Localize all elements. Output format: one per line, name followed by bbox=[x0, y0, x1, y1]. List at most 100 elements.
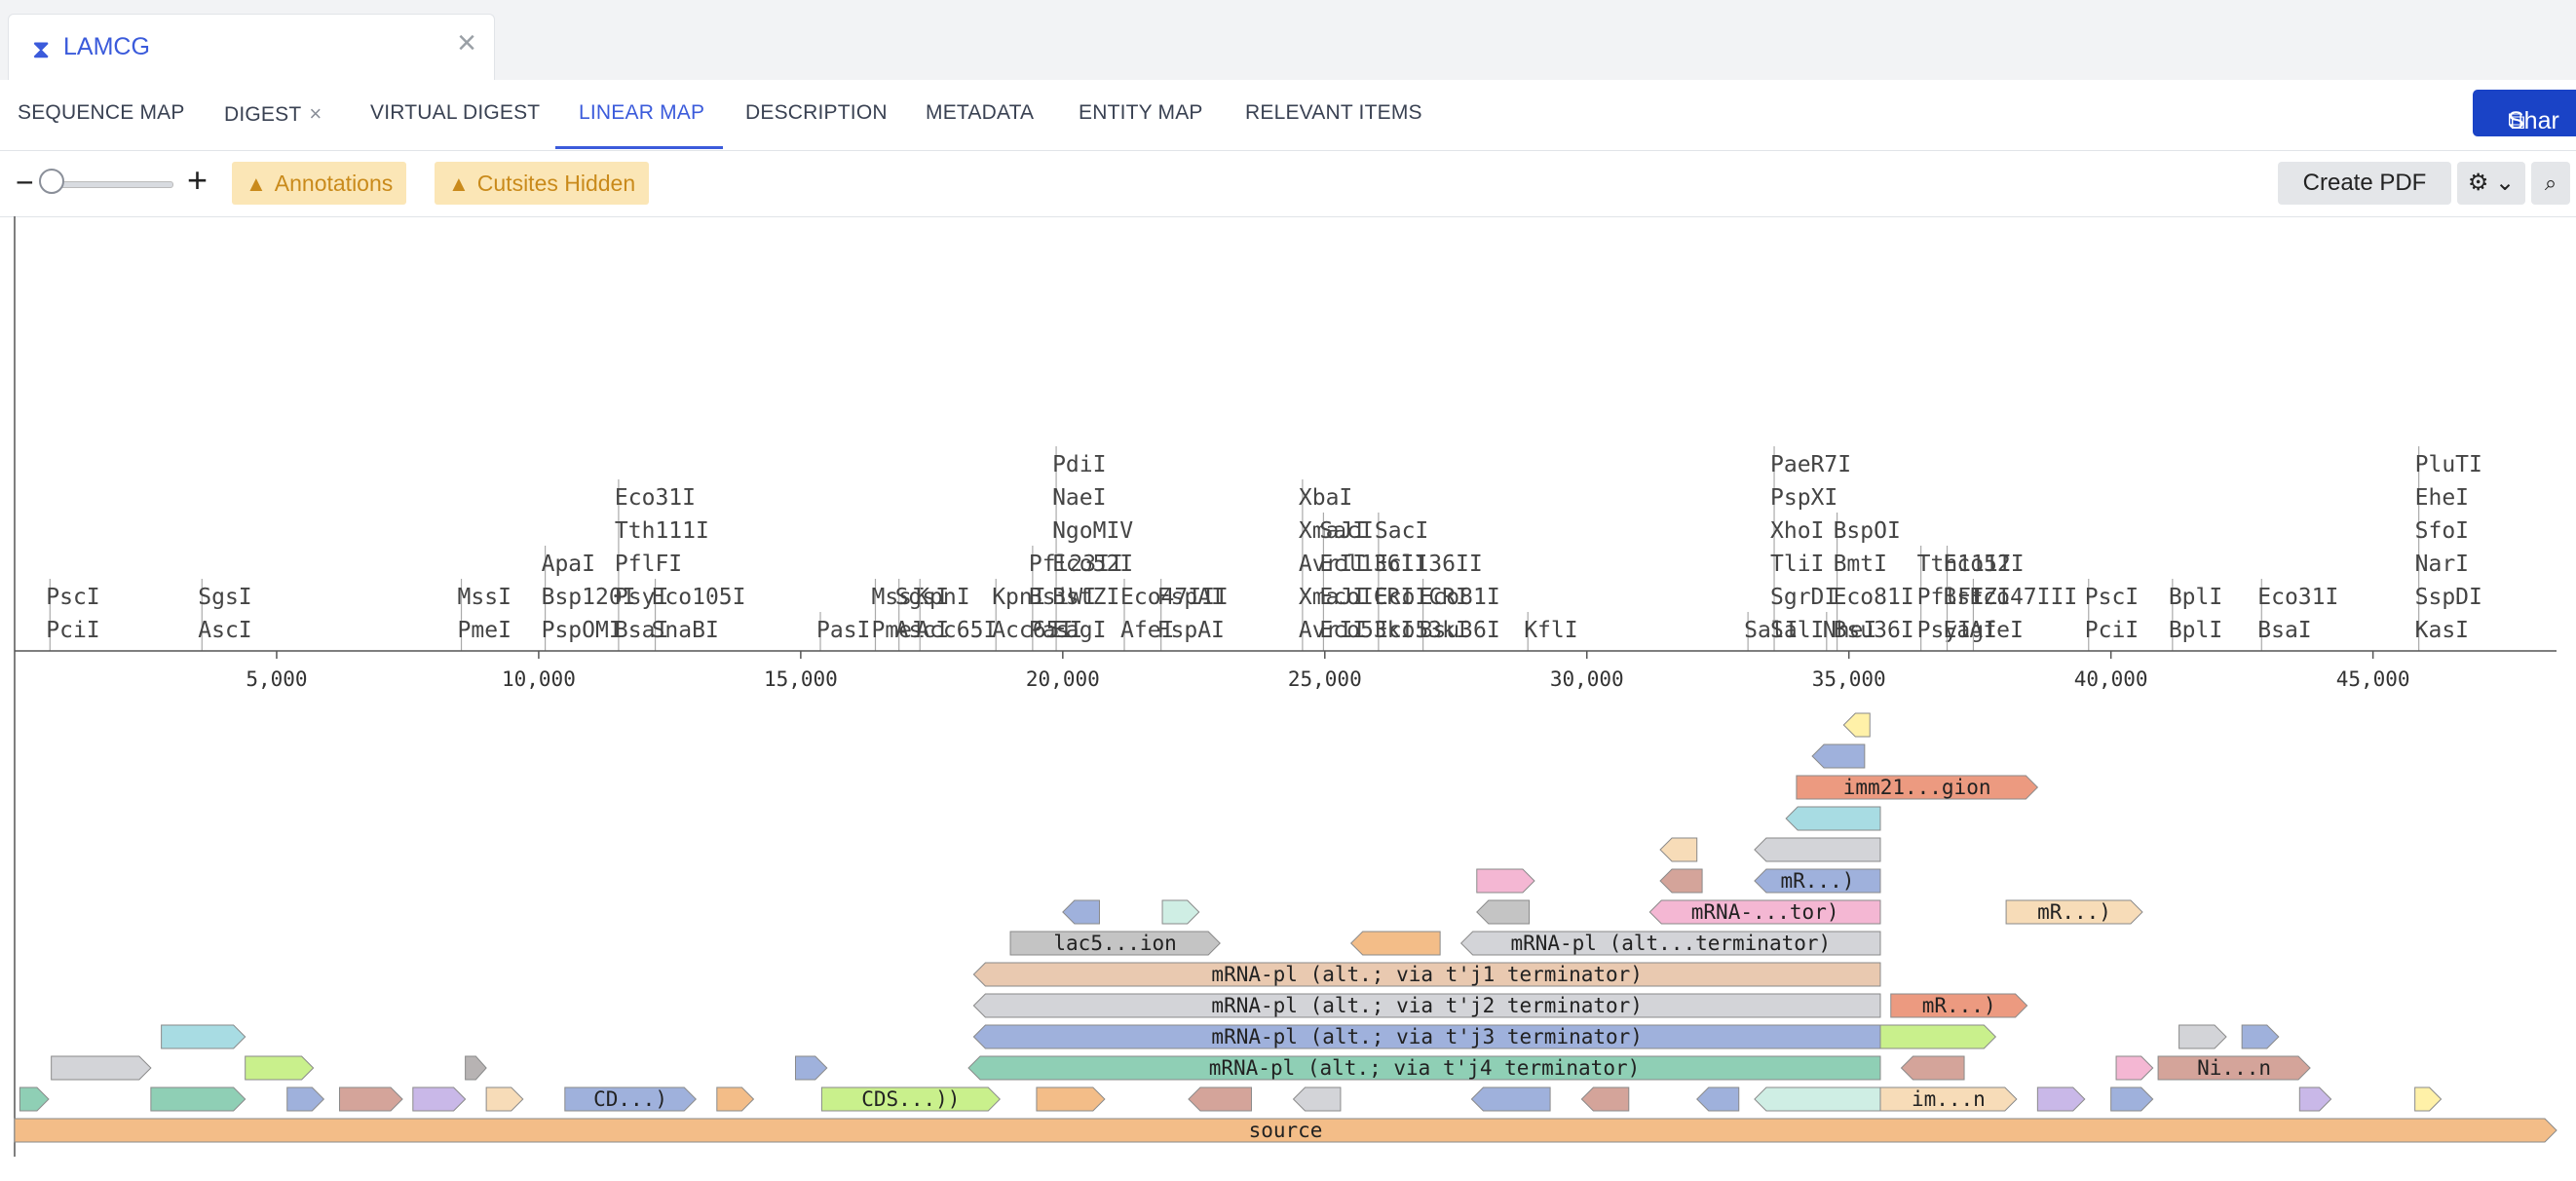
cutsite-label[interactable]: BstZI bbox=[1052, 585, 1119, 610]
cutsite-label[interactable]: AvrII bbox=[1299, 552, 1366, 577]
cutsite-label[interactable]: FspAI bbox=[1157, 618, 1225, 643]
feature-arrow[interactable] bbox=[820, 1086, 1001, 1112]
feature-arrow[interactable] bbox=[1754, 837, 1881, 862]
cutsite-label[interactable]: BsaI bbox=[2257, 618, 2311, 643]
feature-arrow[interactable] bbox=[1785, 806, 1881, 831]
cutsite-label[interactable]: Ecl136II bbox=[1375, 552, 1483, 577]
feature-arrow[interactable] bbox=[967, 1055, 1881, 1081]
cutsite-label[interactable]: XbaI bbox=[1299, 485, 1352, 511]
feature-arrow[interactable] bbox=[1890, 993, 2028, 1018]
cutsite-label[interactable]: BspOI bbox=[1834, 518, 1901, 544]
feature-label[interactable]: Ni...n bbox=[2197, 1056, 2271, 1080]
feature-label[interactable]: source bbox=[1249, 1119, 1323, 1142]
feature-arrow[interactable] bbox=[972, 962, 1881, 987]
feature-arrow[interactable] bbox=[794, 1055, 828, 1081]
feature-label[interactable]: mRNA-...tor) bbox=[1691, 900, 1839, 924]
cutsite-label[interactable]: SalI bbox=[1770, 618, 1824, 643]
cutsite-label[interactable]: AscI bbox=[895, 618, 949, 643]
cutsite-label[interactable]: BsaI bbox=[615, 618, 668, 643]
cutsite-label[interactable]: Acc65I bbox=[916, 618, 997, 643]
cutsite-label[interactable]: Eco31I bbox=[2257, 585, 2338, 610]
cutsite-label[interactable]: BsiWI bbox=[1029, 585, 1096, 610]
cutsite-label[interactable]: XhoI bbox=[1770, 518, 1824, 544]
feature-arrow[interactable] bbox=[2005, 899, 2143, 925]
feature-arrow[interactable] bbox=[19, 1086, 50, 1112]
create-pdf-button[interactable]: Create PDF bbox=[2278, 162, 2451, 205]
tab-virtual-digest[interactable]: VIRTUAL DIGEST bbox=[370, 101, 541, 124]
tab-linear-map[interactable]: LINEAR MAP bbox=[579, 101, 705, 124]
cutsites-warning[interactable]: ▲ Cutsites Hidden bbox=[435, 162, 650, 205]
share-button[interactable]: ⧉ Shar bbox=[2473, 90, 2576, 136]
feature-arrow[interactable] bbox=[1476, 868, 1535, 894]
cutsite-label[interactable]: AfeI bbox=[1120, 618, 1174, 643]
feature-arrow[interactable] bbox=[1659, 868, 1703, 894]
cutsite-label[interactable]: EagI bbox=[1052, 618, 1106, 643]
feature-label[interactable]: lac5...ion bbox=[1053, 932, 1176, 955]
zoom-in-icon[interactable]: + bbox=[187, 160, 208, 200]
feature-arrow[interactable] bbox=[1062, 899, 1100, 925]
feature-label[interactable]: mRNA-pl (alt.; via t'j4 terminator) bbox=[1209, 1056, 1641, 1080]
cutsite-label[interactable]: Eco53kI bbox=[1375, 618, 1469, 643]
feature-arrow[interactable] bbox=[2157, 1055, 2311, 1081]
cutsite-label[interactable]: Bsu36I bbox=[1834, 618, 1914, 643]
tab-entity-map[interactable]: ENTITY MAP bbox=[1079, 101, 1203, 124]
feature-label[interactable]: im...n bbox=[1912, 1087, 1986, 1111]
cutsite-label[interactable]: NarI bbox=[2415, 552, 2469, 577]
tab-digest[interactable]: DIGEST × bbox=[224, 101, 322, 127]
feature-arrow[interactable] bbox=[1754, 1086, 1881, 1112]
feature-label[interactable]: mR...) bbox=[1781, 869, 1855, 893]
cutsite-label[interactable]: AfeI bbox=[1969, 618, 2023, 643]
feature-arrow[interactable] bbox=[1292, 1086, 1342, 1112]
feature-label[interactable]: mR...) bbox=[2037, 900, 2111, 924]
feature-arrow[interactable] bbox=[1161, 899, 1200, 925]
cutsite-label[interactable]: EcoICRI bbox=[1319, 585, 1414, 610]
zoom-slider[interactable] bbox=[49, 181, 173, 188]
feature-arrow[interactable] bbox=[1470, 1086, 1551, 1112]
feature-arrow[interactable] bbox=[1036, 1086, 1106, 1112]
feature-label[interactable]: mR...) bbox=[1922, 994, 1996, 1017]
cutsite-label[interactable]: XmaJI bbox=[1299, 518, 1366, 544]
feature-arrow[interactable] bbox=[2110, 1086, 2154, 1112]
cutsite-label[interactable]: PscI bbox=[2085, 585, 2139, 610]
cutsite-label[interactable]: NaeI bbox=[1052, 485, 1106, 511]
feature-arrow[interactable] bbox=[2115, 1055, 2154, 1081]
cutsite-label[interactable]: EcoICRI bbox=[1375, 585, 1469, 610]
feature-arrow[interactable] bbox=[2178, 1024, 2227, 1049]
feature-arrow[interactable] bbox=[1842, 712, 1871, 738]
feature-label[interactable]: mRNA-pl (alt.; via t'j1 terminator) bbox=[1211, 963, 1643, 986]
feature-arrow[interactable] bbox=[245, 1055, 315, 1081]
feature-arrow[interactable] bbox=[339, 1086, 403, 1112]
cutsite-label[interactable]: SgsI bbox=[895, 585, 949, 610]
cutsite-label[interactable]: XmaJI bbox=[1299, 585, 1366, 610]
annotations-warning[interactable]: ▲ Annotations bbox=[232, 162, 407, 205]
feature-arrow[interactable] bbox=[2414, 1086, 2443, 1112]
cutsite-label[interactable]: Tth111I bbox=[615, 518, 709, 544]
cutsite-label[interactable]: PciI bbox=[2085, 618, 2139, 643]
cutsite-label[interactable]: EheI bbox=[2415, 485, 2469, 511]
cutsite-label[interactable]: Eco81I bbox=[1420, 585, 1500, 610]
cutsite-label[interactable]: Bsp120I bbox=[542, 585, 636, 610]
cutsite-label[interactable]: Eco47III bbox=[1120, 585, 1229, 610]
feature-arrow[interactable] bbox=[1879, 1086, 2018, 1112]
cutsite-label[interactable]: AvrII bbox=[1299, 618, 1366, 643]
cutsite-label[interactable]: ApaI bbox=[542, 552, 595, 577]
cutsite-label[interactable]: PciI bbox=[46, 618, 99, 643]
cutsite-label[interactable]: Eco31I bbox=[615, 485, 696, 511]
feature-label[interactable]: mRNA-pl (alt.; via t'j2 terminator) bbox=[1211, 994, 1643, 1017]
feature-arrow[interactable] bbox=[412, 1086, 467, 1112]
cutsite-label[interactable]: PsyI bbox=[1917, 618, 1971, 643]
cutsite-label[interactable]: Ecl136II bbox=[1319, 552, 1427, 577]
cutsite-label[interactable]: MssI bbox=[458, 585, 511, 610]
cutsite-label[interactable]: SalI bbox=[1744, 618, 1798, 643]
cutsite-label[interactable]: BplI bbox=[2169, 585, 2222, 610]
tab-sequence-map[interactable]: SEQUENCE MAP bbox=[18, 101, 185, 124]
cutsite-label[interactable]: TliI bbox=[1770, 552, 1824, 577]
cutsite-label[interactable]: PluTI bbox=[2415, 452, 2482, 477]
cutsite-label[interactable]: PspOMI bbox=[542, 618, 623, 643]
feature-arrow[interactable] bbox=[1349, 931, 1441, 956]
document-tab[interactable]: ⧗ LAMCG × bbox=[8, 14, 495, 81]
cutsite-label[interactable]: BstZI bbox=[1944, 585, 2011, 610]
zoom-out-icon[interactable]: − bbox=[16, 165, 34, 200]
feature-label[interactable]: CDS...)) bbox=[861, 1087, 960, 1111]
feature-arrow[interactable] bbox=[2298, 1086, 2332, 1112]
